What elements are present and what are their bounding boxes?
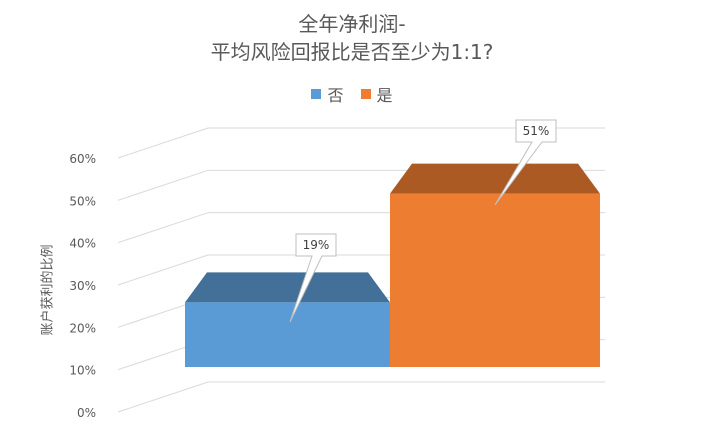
y-tick-label: 20% — [69, 321, 96, 335]
y-tick-label: 50% — [69, 194, 96, 208]
y-tick-label: 40% — [69, 237, 96, 251]
y-tick-label: 0% — [77, 406, 96, 420]
legend-swatch-yes — [360, 89, 371, 99]
data-label: 19% — [303, 238, 330, 252]
legend-swatch-no — [311, 89, 322, 99]
gridline-diagonal — [117, 381, 209, 413]
bar-top-face — [185, 272, 390, 303]
legend-item-yes: 是 — [360, 82, 393, 106]
data-label-callout — [494, 119, 557, 206]
legend: 否 是 — [0, 82, 704, 106]
chart-title-line-2: 平均风险回报比是否至少为1:1? — [210, 40, 494, 64]
bar — [185, 302, 390, 367]
legend-label-yes: 是 — [376, 86, 393, 105]
gridline-diagonal — [117, 169, 209, 201]
bar-top-face — [390, 163, 600, 194]
legend-item-no: 否 — [311, 82, 343, 106]
data-label-callout — [289, 233, 337, 323]
y-tick-label: 60% — [69, 152, 96, 166]
gridline-diagonal — [117, 254, 209, 286]
data-label: 51% — [523, 124, 550, 138]
y-tick-label: 10% — [69, 364, 96, 378]
chart-title-line-1: 全年净利润- — [298, 12, 406, 36]
bar — [390, 193, 600, 367]
legend-label-no: 否 — [327, 86, 344, 105]
gridline-diagonal — [117, 127, 209, 159]
gridline-diagonal — [117, 212, 209, 244]
y-tick-label: 30% — [69, 279, 96, 293]
